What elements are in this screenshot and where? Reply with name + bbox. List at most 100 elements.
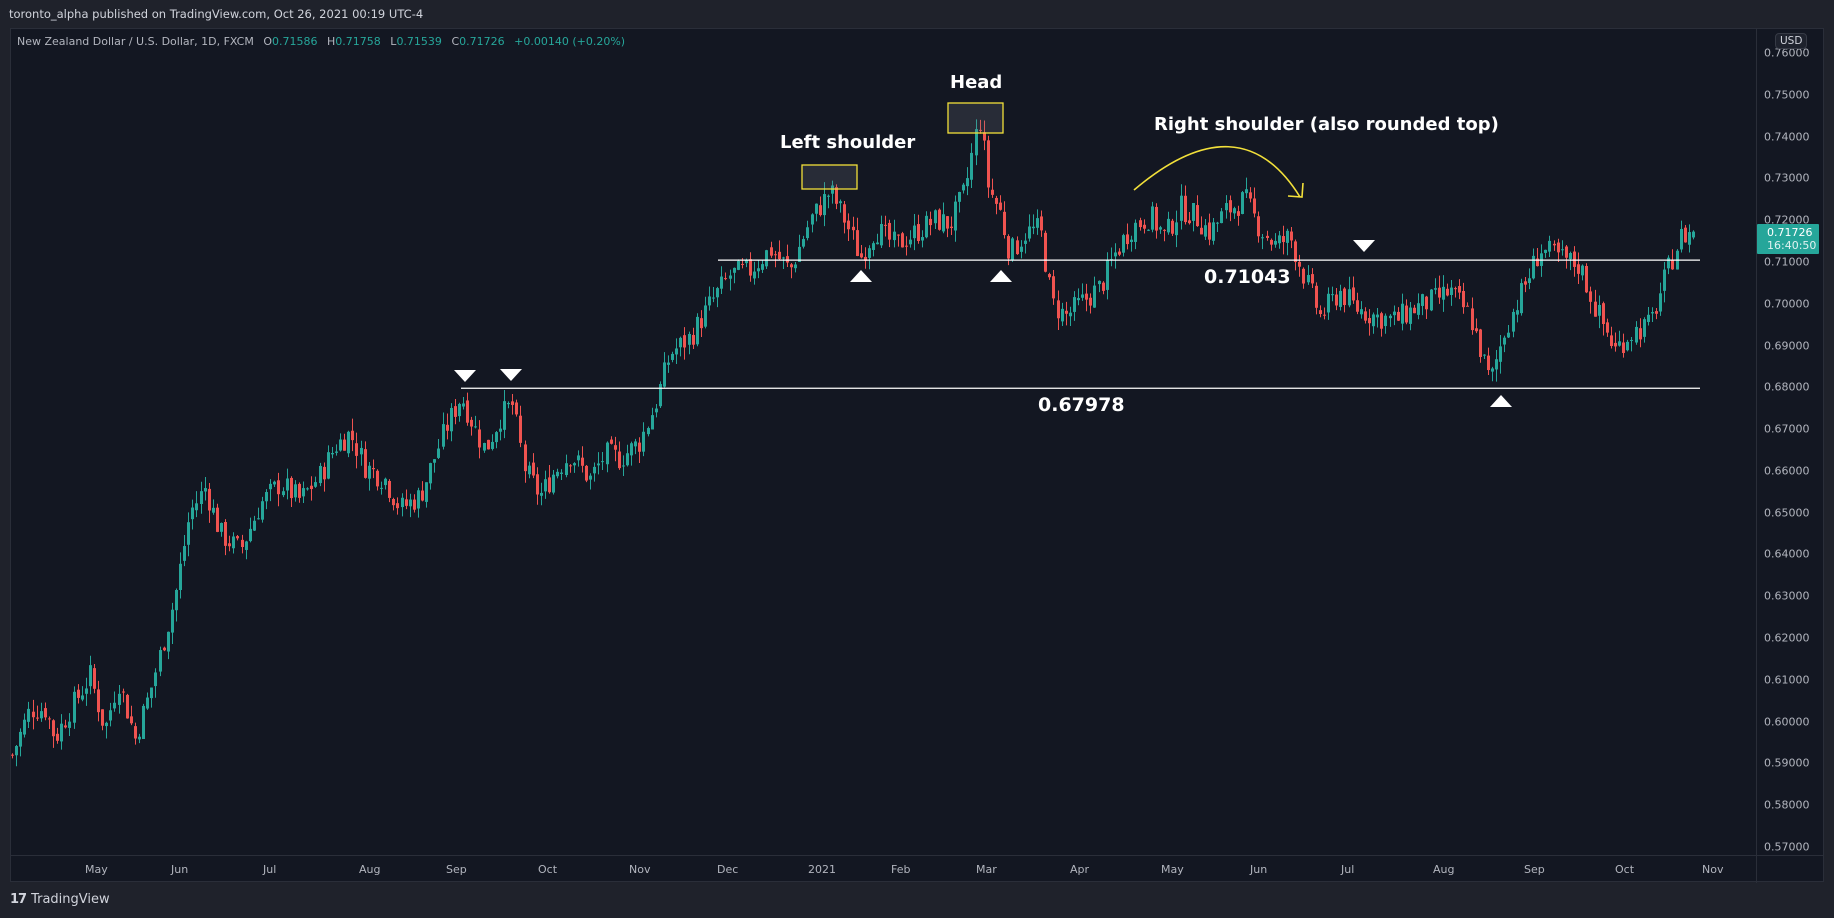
candle-body [1372,314,1375,327]
candle-body [1368,317,1371,324]
candle-body [606,442,609,465]
candle-body [1327,293,1330,313]
close-label: C [451,35,460,48]
last-price-label: 0.71726 16:40:50 [1757,224,1819,254]
up-triangle-marker-icon[interactable] [990,270,1012,282]
symbol-legend: New Zealand Dollar / U.S. Dollar, 1D, FX… [17,35,625,48]
up-triangle-marker-icon[interactable] [1490,395,1512,407]
candle-body [1364,311,1367,321]
candle-body [622,465,625,467]
candle-body [1667,257,1670,269]
candle-body [1495,359,1498,370]
candle-body [770,247,773,256]
price-tick: 0.59000 [1764,756,1810,770]
candle-body [683,335,686,348]
candle-body [647,428,650,435]
candle-body [331,453,334,455]
candle-body [150,687,153,699]
up-triangle-marker-icon[interactable] [850,270,872,282]
candle-body [626,453,629,466]
candle-body [1536,258,1539,267]
candle-body [1180,195,1183,221]
candle-body [1671,259,1674,270]
candle-body [32,711,35,718]
candle-body [1507,332,1510,338]
candle-body [1151,206,1154,230]
candle-body [1606,322,1609,333]
chart-pane[interactable] [10,28,1824,882]
head-box[interactable] [947,102,1004,134]
candle-body [975,129,978,156]
candle-body [1196,205,1199,227]
candle-body [195,503,198,511]
candle-body [979,129,982,131]
candle-body [1487,355,1490,371]
left-shoulder-box[interactable] [801,164,858,190]
last-price-value: 0.71726 [1767,226,1813,239]
candle-body [249,528,252,542]
candle-body [934,210,937,224]
annotation-head[interactable]: Head [950,72,1003,93]
candle-body [1553,243,1556,246]
candle-body [93,668,96,689]
candle-body [1241,192,1244,214]
down-triangle-marker-icon[interactable] [500,369,522,381]
candle-body [1323,314,1326,316]
candle-body [1401,303,1404,324]
candle-body [938,209,941,230]
candle-body [1339,290,1342,307]
price-tick: 0.63000 [1764,589,1810,603]
candle-body [154,672,157,687]
candle-body [737,260,740,270]
candle-body [97,689,100,713]
candle-body [360,447,363,455]
candle-body [618,451,621,469]
candle-body [876,242,879,245]
candle-body [1516,310,1519,315]
candle-body [167,631,170,652]
candle-body [183,546,186,561]
candle-body [671,353,674,360]
candle-body [269,483,272,490]
candle-body [458,403,461,417]
candle-body [171,609,174,633]
neckline-value-label[interactable]: 0.71043 [1204,266,1291,288]
candle-body [442,424,445,447]
candle-body [1659,293,1662,312]
high-label: H [327,35,336,48]
candle-body [417,490,420,509]
down-triangle-marker-icon[interactable] [1353,240,1375,252]
candle-body [950,226,953,229]
annotation-right-shoulder[interactable]: Right shoulder (also rounded top) [1154,114,1499,135]
rounded-top-arc[interactable] [1133,145,1301,198]
time-axis[interactable]: May Jun Jul Aug Sep Oct Nov Dec 2021 Feb Mar Apr May… [10,855,1824,883]
candle-body [343,439,346,451]
candle-body [819,205,822,216]
candle-body [1011,238,1014,260]
candle-body [409,499,412,507]
candle-body [1278,235,1281,244]
candle-body [1192,202,1195,221]
candle-body [610,439,613,444]
candle-body [138,736,141,740]
candle-body [1245,189,1248,194]
footer-brand[interactable]: 17 TradingView [10,892,110,907]
support-value-label[interactable]: 0.67978 [1038,394,1125,416]
price-axis[interactable]: 0.76000 0.75000 0.74000 0.73000 0.72000 0.710… [1756,28,1824,855]
candle-body [794,264,797,269]
candle-body [839,201,842,204]
candle-body [405,499,408,506]
candle-body [1122,235,1125,253]
candle-body [327,452,330,479]
candle-body [995,197,998,204]
candle-body [1102,282,1105,291]
candle-body [1589,291,1592,302]
annotation-left-shoulder[interactable]: Left shoulder [780,132,916,153]
candle-body [675,348,678,355]
currency-badge[interactable]: USD [1775,33,1808,49]
candle-body [396,503,399,509]
candle-body [335,451,338,453]
candle-body [1356,300,1359,312]
down-triangle-marker-icon[interactable] [454,370,476,382]
